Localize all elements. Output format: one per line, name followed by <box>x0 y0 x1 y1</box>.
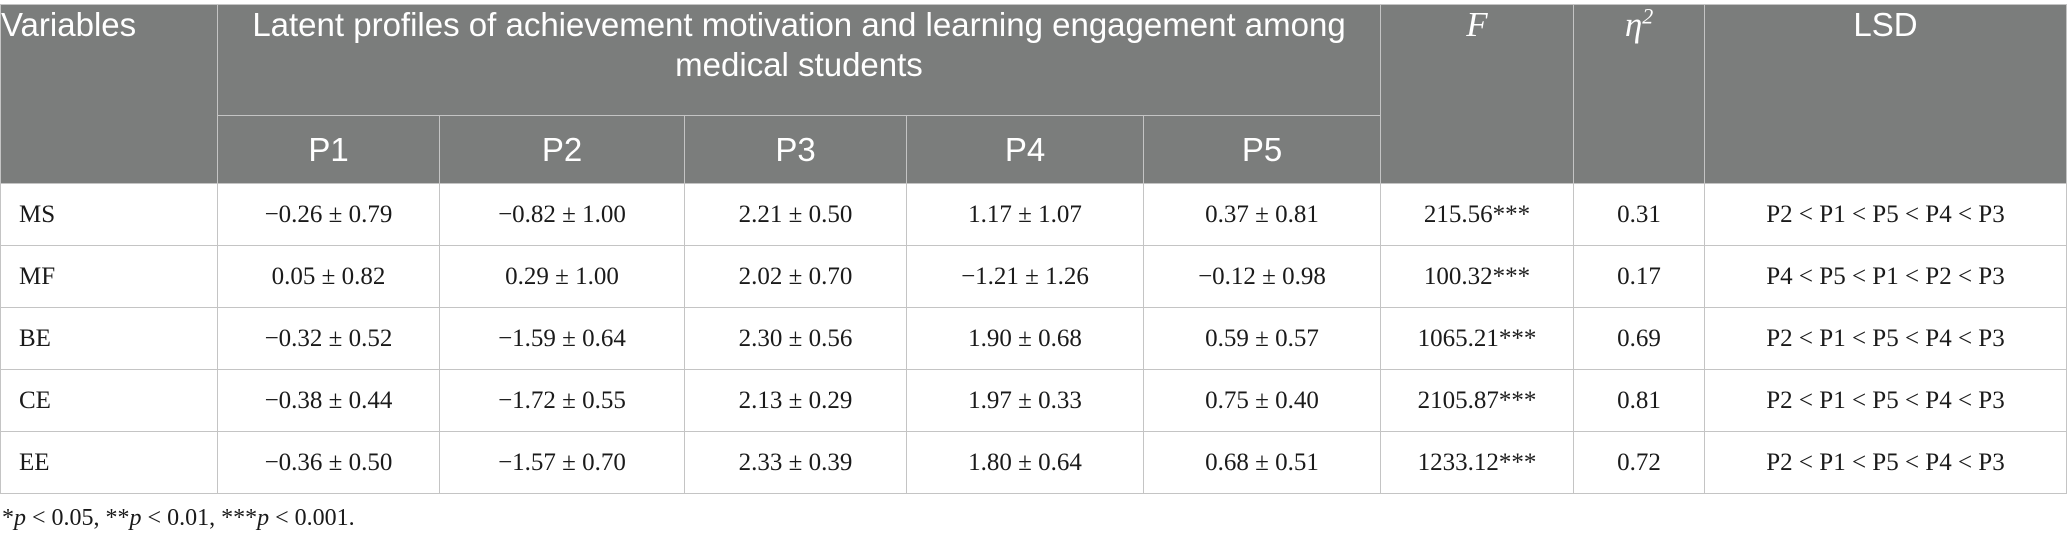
p4-cell: −1.21 ± 1.26 <box>906 245 1144 308</box>
lsd-cell: P2 < P1 < P5 < P4 < P3 <box>1704 369 2067 432</box>
variable-cell: CE <box>0 369 218 432</box>
lsd-cell: P4 < P5 < P1 < P2 < P3 <box>1704 245 2067 308</box>
footnote-star: * <box>2 505 14 531</box>
f-cell: 2105.87*** <box>1380 369 1574 432</box>
p1-cell: −0.32 ± 0.52 <box>217 307 440 370</box>
variable-cell: MF <box>0 245 218 308</box>
p5-cell: 0.75 ± 0.40 <box>1143 369 1381 432</box>
variables-header: Variables <box>0 4 218 184</box>
p4-cell: 1.80 ± 0.64 <box>906 431 1144 494</box>
p4-cell: 1.97 ± 0.33 <box>906 369 1144 432</box>
results-table: Variables Latent profiles of achievement… <box>0 4 2067 494</box>
p2-cell: −1.59 ± 0.64 <box>439 307 685 370</box>
eta-symbol: η <box>1624 5 1643 44</box>
lsd-cell: P2 < P1 < P5 < P4 < P3 <box>1704 183 2067 246</box>
header-row-top: Variables Latent profiles of achievement… <box>0 4 2067 184</box>
f-cell: 1065.21*** <box>1380 307 1574 370</box>
lsd-cell: P2 < P1 < P5 < P4 < P3 <box>1704 431 2067 494</box>
table-row: EE −0.36 ± 0.50 −1.57 ± 0.70 2.33 ± 0.39… <box>0 431 2067 494</box>
p3-cell: 2.30 ± 0.56 <box>684 307 907 370</box>
eta-cell: 0.72 <box>1573 431 1705 494</box>
eta-superscript: 2 <box>1642 3 1654 29</box>
p4-cell: 1.17 ± 1.07 <box>906 183 1144 246</box>
header-row-profiles: P1 P2 P3 P4 P5 <box>1 115 2067 184</box>
p1-cell: −0.38 ± 0.44 <box>217 369 440 432</box>
lsd-header: LSD <box>1704 4 2067 184</box>
footnote-text: < 0.01, *** <box>141 505 258 531</box>
footnote-p-symbol: p <box>257 505 270 531</box>
f-cell: 1233.12*** <box>1380 431 1574 494</box>
table-row: BE −0.32 ± 0.52 −1.59 ± 0.64 2.30 ± 0.56… <box>0 307 2067 370</box>
f-cell: 100.32*** <box>1380 245 1574 308</box>
p3-cell: 2.33 ± 0.39 <box>684 431 907 494</box>
footnote-p-symbol: p <box>14 505 26 531</box>
f-header: F <box>1380 4 1574 184</box>
footnote-text: < 0.05, ** <box>26 505 130 531</box>
p1-cell: −0.36 ± 0.50 <box>217 431 440 494</box>
p3-cell: 2.13 ± 0.29 <box>684 369 907 432</box>
eta-squared-header: η2 <box>1573 3 1705 184</box>
f-cell: 215.56*** <box>1380 183 1574 246</box>
variable-cell: BE <box>0 307 218 370</box>
profiles-group-header: Latent profiles of achievement motivatio… <box>217 4 1381 116</box>
profile-header-p5: P5 <box>1143 115 1381 184</box>
p3-cell: 2.21 ± 0.50 <box>684 183 907 246</box>
variable-cell: EE <box>0 431 218 494</box>
p2-cell: −1.72 ± 0.55 <box>439 369 685 432</box>
profile-header-p4: P4 <box>906 115 1144 184</box>
eta-cell: 0.69 <box>1573 307 1705 370</box>
eta-cell: 0.81 <box>1573 369 1705 432</box>
profile-header-p1: P1 <box>217 115 440 184</box>
table-row: MS −0.26 ± 0.79 −0.82 ± 1.00 2.21 ± 0.50… <box>0 183 2067 246</box>
eta-cell: 0.17 <box>1573 245 1705 308</box>
p3-cell: 2.02 ± 0.70 <box>684 245 907 308</box>
p5-cell: 0.68 ± 0.51 <box>1143 431 1381 494</box>
p1-cell: 0.05 ± 0.82 <box>217 245 440 308</box>
p5-cell: 0.37 ± 0.81 <box>1143 183 1381 246</box>
p5-cell: −0.12 ± 0.98 <box>1143 245 1381 308</box>
p2-cell: 0.29 ± 1.00 <box>439 245 685 308</box>
p5-cell: 0.59 ± 0.57 <box>1143 307 1381 370</box>
table-row: CE −0.38 ± 0.44 −1.72 ± 0.55 2.13 ± 0.29… <box>0 369 2067 432</box>
significance-footnote: *p < 0.05, **p < 0.01, ***p < 0.001. <box>2 505 355 532</box>
profile-header-p3: P3 <box>684 115 907 184</box>
footnote-text: < 0.001. <box>269 505 355 531</box>
lsd-cell: P2 < P1 < P5 < P4 < P3 <box>1704 307 2067 370</box>
p1-cell: −0.26 ± 0.79 <box>217 183 440 246</box>
eta-cell: 0.31 <box>1573 183 1705 246</box>
variable-cell: MS <box>0 183 218 246</box>
table-row: MF 0.05 ± 0.82 0.29 ± 1.00 2.02 ± 0.70 −… <box>0 245 2067 308</box>
p2-cell: −1.57 ± 0.70 <box>439 431 685 494</box>
p2-cell: −0.82 ± 1.00 <box>439 183 685 246</box>
p4-cell: 1.90 ± 0.68 <box>906 307 1144 370</box>
footnote-p-symbol: p <box>129 505 142 531</box>
profile-header-p2: P2 <box>439 115 685 184</box>
